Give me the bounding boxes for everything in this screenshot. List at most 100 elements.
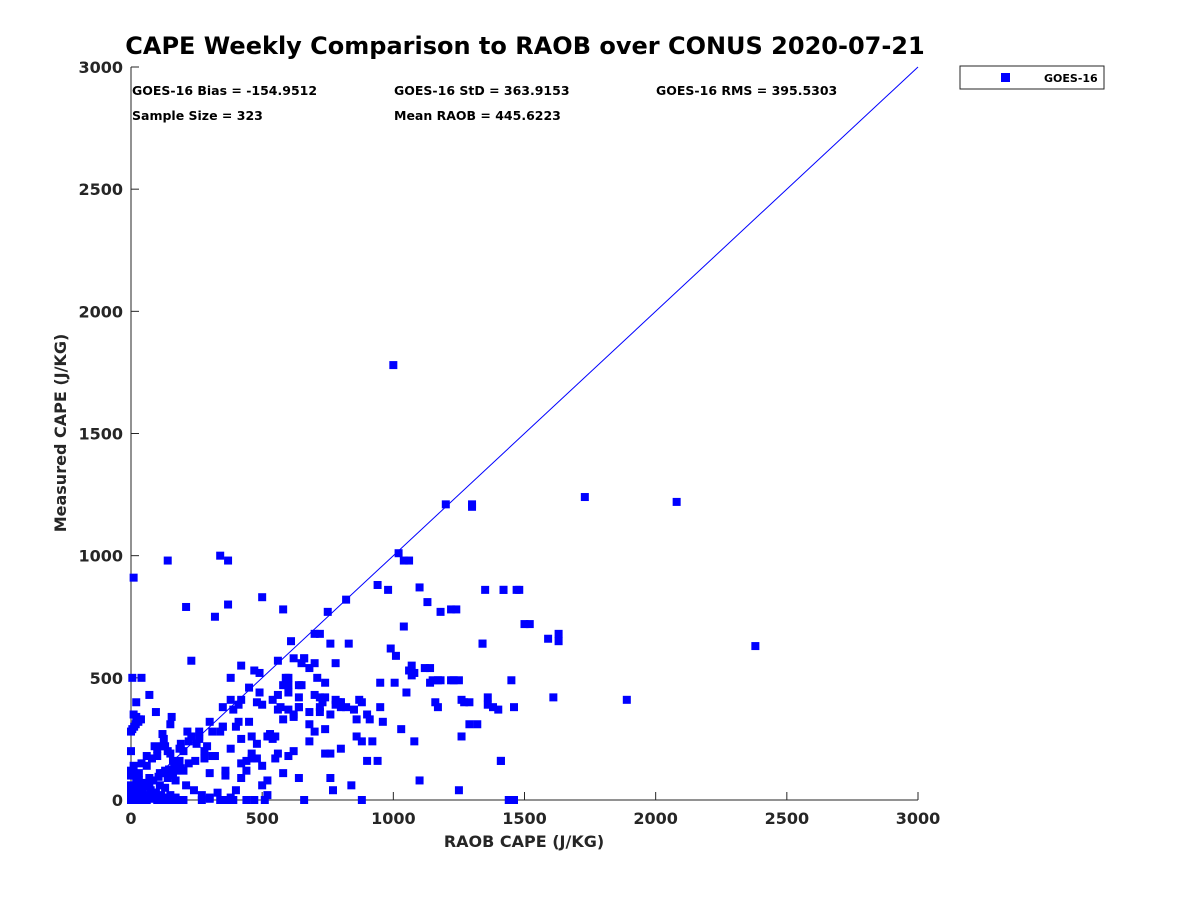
data-point <box>197 796 206 804</box>
data-point <box>129 761 138 770</box>
data-point <box>229 705 238 714</box>
data-point <box>315 629 324 638</box>
data-point <box>389 361 398 370</box>
data-point <box>305 737 314 746</box>
data-point <box>245 717 254 726</box>
data-point <box>142 761 151 770</box>
data-point <box>554 629 563 638</box>
data-point <box>221 766 230 775</box>
data-point <box>426 664 435 673</box>
data-point <box>163 556 172 565</box>
data-point <box>252 698 261 707</box>
data-point <box>294 693 303 702</box>
y-tick-label: 1000 <box>78 547 123 566</box>
data-point <box>129 573 138 582</box>
data-point <box>127 766 135 775</box>
data-point <box>192 739 201 748</box>
data-point <box>258 781 267 790</box>
data-point <box>237 734 246 743</box>
data-point <box>300 654 309 663</box>
data-point <box>494 705 503 714</box>
data-point <box>195 732 204 741</box>
data-point <box>297 659 306 668</box>
data-point <box>237 661 246 670</box>
data-point <box>132 698 141 707</box>
data-point <box>397 725 406 734</box>
data-point <box>279 769 288 778</box>
data-point <box>137 673 146 682</box>
data-point <box>237 759 246 768</box>
data-point <box>355 695 364 704</box>
data-point <box>247 754 256 763</box>
data-point <box>376 678 385 687</box>
data-point <box>150 742 159 751</box>
data-point <box>310 690 319 699</box>
data-point <box>342 703 351 712</box>
x-tick-label: 1000 <box>371 809 416 828</box>
data-point <box>468 502 477 511</box>
data-point <box>510 796 519 804</box>
data-point <box>226 744 235 753</box>
data-point <box>349 705 358 714</box>
data-point <box>176 764 185 773</box>
data-point <box>373 580 382 589</box>
data-point <box>305 664 314 673</box>
data-point <box>326 774 335 783</box>
data-point <box>447 605 456 614</box>
data-point <box>205 717 214 726</box>
data-point <box>507 676 516 685</box>
data-point <box>294 774 303 783</box>
data-point <box>328 786 337 795</box>
data-point <box>297 681 306 690</box>
data-point <box>171 776 180 785</box>
data-point <box>510 703 519 712</box>
data-point <box>310 727 319 736</box>
data-point <box>499 585 508 594</box>
data-point <box>305 708 314 717</box>
stat-mean-raob: Mean RAOB = 445.6223 <box>394 108 561 123</box>
data-point <box>447 676 456 685</box>
data-point <box>168 771 177 780</box>
legend: GOES-16 <box>959 65 1105 90</box>
data-point <box>200 747 209 756</box>
data-point <box>237 695 246 704</box>
data-point <box>216 796 225 804</box>
stat-bias: GOES-16 Bias = -154.9512 <box>132 83 317 98</box>
data-point <box>158 730 167 739</box>
x-tick-label: 2000 <box>633 809 678 828</box>
data-point <box>153 752 162 761</box>
data-point <box>161 766 170 775</box>
data-point <box>224 600 233 609</box>
data-point <box>423 598 432 607</box>
data-point <box>454 786 463 795</box>
data-point <box>128 673 137 682</box>
data-point <box>415 776 424 785</box>
data-point <box>279 715 288 724</box>
data-point <box>384 585 393 594</box>
data-point <box>176 739 185 748</box>
data-point <box>221 771 230 780</box>
data-point <box>321 693 330 702</box>
data-point <box>672 497 681 506</box>
data-point <box>284 705 293 714</box>
data-point <box>321 678 330 687</box>
data-point <box>420 664 429 673</box>
data-point <box>216 551 225 560</box>
data-point <box>234 717 243 726</box>
data-point <box>127 747 135 756</box>
data-point <box>465 720 474 729</box>
data-point <box>481 585 490 594</box>
data-point <box>279 681 288 690</box>
data-point <box>273 749 282 758</box>
data-point <box>226 673 235 682</box>
data-point <box>247 749 256 758</box>
data-point <box>245 683 254 692</box>
data-point <box>294 703 303 712</box>
data-point <box>191 756 200 765</box>
data-point <box>221 796 230 804</box>
data-point <box>161 783 170 792</box>
data-point <box>310 629 319 638</box>
data-point <box>252 739 261 748</box>
data-point <box>436 607 445 616</box>
data-point <box>363 710 372 719</box>
